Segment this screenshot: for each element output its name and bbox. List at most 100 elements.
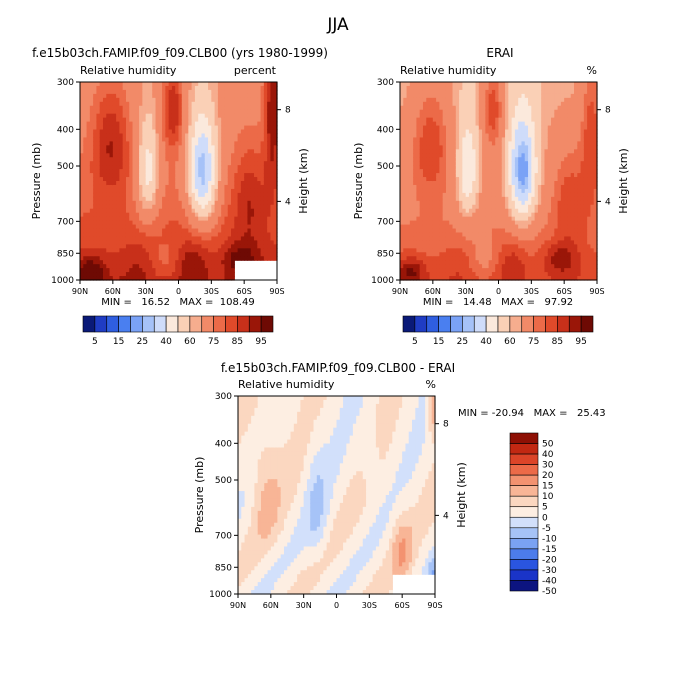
field-cell xyxy=(201,224,206,230)
field-cell xyxy=(452,204,457,210)
field-cell xyxy=(511,85,516,91)
field-cell xyxy=(224,169,229,174)
field-cell xyxy=(521,101,526,107)
field-cell xyxy=(175,200,180,206)
field-cell xyxy=(495,244,500,249)
field-cell xyxy=(122,236,127,241)
field-cell xyxy=(188,260,193,265)
field-cell xyxy=(445,272,450,277)
field-cell xyxy=(112,216,117,222)
field-cell xyxy=(148,236,153,241)
field-cell xyxy=(158,137,163,142)
field-cell xyxy=(400,93,404,99)
field-cell xyxy=(439,224,444,230)
field-cell xyxy=(178,276,183,281)
field-cell xyxy=(194,113,199,119)
field-cell xyxy=(488,192,493,198)
field-cell xyxy=(204,113,209,119)
field-cell xyxy=(468,89,473,95)
field-cell xyxy=(237,105,242,111)
field-cell xyxy=(168,145,173,150)
field-cell xyxy=(165,97,170,103)
field-cell xyxy=(102,212,107,218)
field-cell xyxy=(429,121,434,127)
field-cell xyxy=(263,177,268,182)
field-cell xyxy=(452,196,457,202)
field-cell xyxy=(240,240,245,245)
field-cell xyxy=(488,82,493,87)
field-cell xyxy=(267,153,272,158)
field-cell xyxy=(139,161,143,166)
field-cell xyxy=(426,89,431,95)
field-cell xyxy=(125,212,130,218)
field-cell xyxy=(211,85,216,91)
field-cell xyxy=(106,153,111,158)
field-cell xyxy=(432,272,437,277)
field-cell xyxy=(485,145,490,150)
field-cell xyxy=(488,89,493,95)
field-cell xyxy=(171,248,176,253)
field-cell xyxy=(86,101,91,107)
field-cell xyxy=(211,109,216,115)
field-cell xyxy=(99,161,104,166)
field-cell xyxy=(505,169,509,174)
field-cell xyxy=(217,192,222,198)
field-cell xyxy=(475,196,480,202)
field-cell xyxy=(475,93,480,99)
field-cell xyxy=(89,141,94,146)
field-cell xyxy=(485,236,490,241)
field-cell xyxy=(475,149,480,154)
field-cell xyxy=(436,101,440,107)
field-cell xyxy=(254,204,258,210)
field-cell xyxy=(250,109,255,115)
field-cell xyxy=(171,145,176,150)
field-cell xyxy=(109,264,114,269)
field-cell xyxy=(406,244,411,249)
field-cell xyxy=(231,145,235,150)
field-cell xyxy=(231,93,235,99)
field-cell xyxy=(432,169,437,174)
field-cell xyxy=(139,224,143,230)
field-cell xyxy=(96,212,101,218)
field-cell xyxy=(257,125,262,131)
field-cell xyxy=(518,244,523,249)
field-cell xyxy=(227,85,232,91)
field-cell xyxy=(158,145,163,150)
field-cell xyxy=(198,228,203,234)
field-cell xyxy=(162,105,166,111)
field-cell xyxy=(102,113,107,119)
field-cell xyxy=(191,224,196,230)
field-cell xyxy=(273,188,278,194)
field-cell xyxy=(181,232,186,238)
field-cell xyxy=(257,236,262,241)
field-cell xyxy=(211,145,216,150)
field-cell xyxy=(148,157,153,162)
field-cell xyxy=(485,184,490,190)
field-cell xyxy=(109,188,114,194)
field-cell xyxy=(511,192,516,198)
field-cell xyxy=(106,216,111,222)
field-cell xyxy=(158,268,163,273)
field-cell xyxy=(244,121,249,127)
field-cell xyxy=(158,200,163,206)
field-cell xyxy=(250,113,255,119)
field-cell xyxy=(495,165,500,170)
field-cell xyxy=(455,244,460,249)
field-cell xyxy=(227,117,232,123)
field-cell xyxy=(260,89,265,95)
field-cell xyxy=(214,133,219,139)
field-cell xyxy=(244,133,249,139)
field-cell xyxy=(439,200,444,206)
field-cell xyxy=(436,272,440,277)
field-cell xyxy=(436,141,440,146)
field-cell xyxy=(208,272,212,277)
field-cell xyxy=(528,85,532,91)
field-cell xyxy=(247,208,252,214)
field-cell xyxy=(426,177,431,182)
field-cell xyxy=(224,232,229,238)
field-cell xyxy=(139,248,143,253)
field-cell xyxy=(475,192,480,198)
field-cell xyxy=(488,181,493,186)
field-cell xyxy=(445,200,450,206)
field-cell xyxy=(221,192,226,198)
